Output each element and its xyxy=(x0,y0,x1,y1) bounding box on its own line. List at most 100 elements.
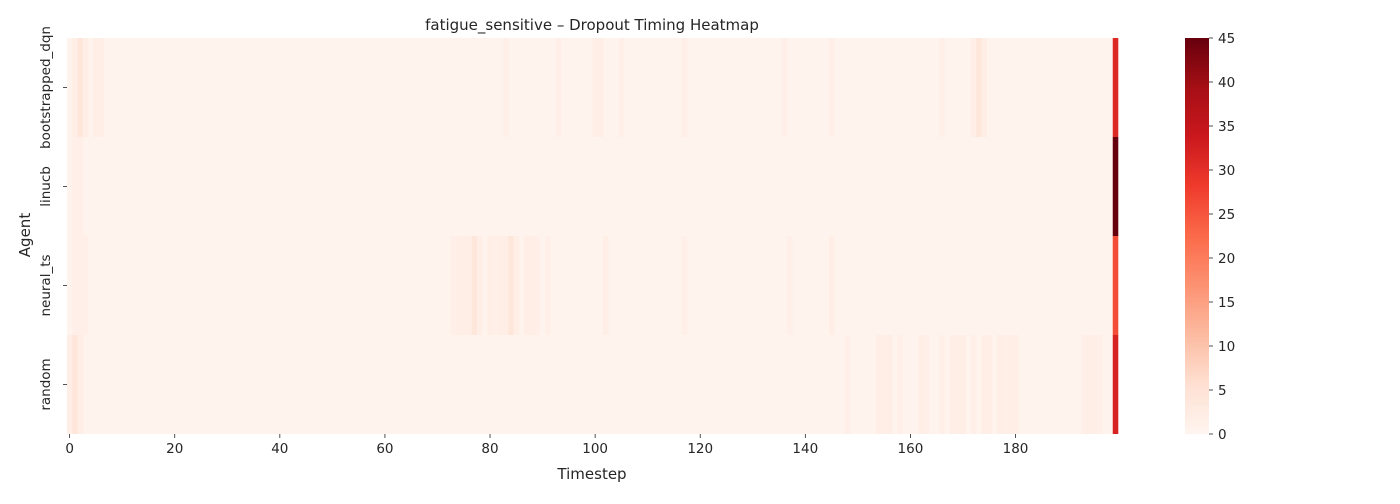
heatmap-cell xyxy=(471,236,478,335)
heatmap-cell xyxy=(681,38,688,137)
heatmap-cell xyxy=(844,335,851,434)
colorbar-tick-label: 0 xyxy=(1218,427,1227,443)
heatmap-cell xyxy=(82,236,89,335)
heatmap-cell xyxy=(1012,335,1019,434)
heatmap-cell xyxy=(970,38,977,137)
heatmap-cell xyxy=(72,38,78,137)
colorbar-tick-label: 10 xyxy=(1218,339,1235,355)
heatmap-cell xyxy=(72,335,78,434)
x-tick-label: 80 xyxy=(481,441,498,457)
heatmap-row-background xyxy=(67,236,1118,335)
heatmap-cell xyxy=(828,38,835,137)
heatmap-cell xyxy=(1086,335,1093,434)
colorbar-ticks: 0 5 10 15 20 25 30 35 40 45 xyxy=(1209,31,1235,443)
heatmap-cell xyxy=(960,335,966,434)
heatmap-cell xyxy=(508,236,514,335)
heatmap-cell xyxy=(1007,335,1014,434)
heatmap-cell xyxy=(555,38,562,137)
heatmap-cell xyxy=(970,335,977,434)
x-tick-label: 0 xyxy=(65,441,74,457)
heatmap-cell xyxy=(1112,137,1119,236)
heatmap-cell xyxy=(77,38,84,137)
x-tick-label: 40 xyxy=(271,441,288,457)
x-tick-label: 60 xyxy=(376,441,393,457)
heatmap-cell xyxy=(828,236,835,335)
heatmap-cell xyxy=(997,335,1003,434)
heatmap-cell xyxy=(949,335,956,434)
x-tick-label: 180 xyxy=(1003,441,1029,457)
chart-title: fatigue_sensitive – Dropout Timing Heatm… xyxy=(425,16,759,35)
heatmap-cell xyxy=(981,335,987,434)
heatmap-cell xyxy=(82,38,89,137)
heatmap-cell xyxy=(77,236,84,335)
heatmap-cell xyxy=(450,236,457,335)
heatmap-cell xyxy=(1081,335,1087,434)
heatmap-cell xyxy=(955,335,961,434)
x-tick-label: 20 xyxy=(166,441,183,457)
heatmap-cell xyxy=(781,38,788,137)
heatmap-cell xyxy=(986,335,993,434)
heatmap-cell xyxy=(455,236,462,335)
y-tick-label: random xyxy=(38,358,54,410)
heatmap-cell xyxy=(1112,236,1119,335)
heatmap-cell xyxy=(529,236,535,335)
heatmap-cell xyxy=(461,236,467,335)
heatmap-cell xyxy=(503,38,509,137)
heatmap-cell xyxy=(98,38,105,137)
x-axis-ticks: 0 20 40 60 80 100 120 140 160 180 xyxy=(65,434,1028,457)
heatmap-cell xyxy=(897,335,903,434)
heatmap-cell xyxy=(77,335,84,434)
colorbar-tick-label: 25 xyxy=(1218,207,1235,223)
heatmap-cell xyxy=(534,236,541,335)
heatmap-cell xyxy=(1112,335,1119,434)
heatmap-cell xyxy=(1096,335,1103,434)
heatmap-cell xyxy=(476,236,483,335)
heatmap-cell xyxy=(618,38,625,137)
colorbar-tick-label: 5 xyxy=(1218,383,1227,399)
heatmap-cell xyxy=(466,236,472,335)
colorbar-tick-label: 30 xyxy=(1218,163,1235,179)
heatmap-cell xyxy=(786,236,793,335)
colorbar-tick-label: 35 xyxy=(1218,119,1235,135)
heatmap-cell xyxy=(923,335,930,434)
y-tick-label: neural_ts xyxy=(38,254,54,316)
heatmap-cell xyxy=(876,335,882,434)
colorbar-tick-label: 40 xyxy=(1218,75,1235,91)
heatmap-cell xyxy=(67,335,73,434)
colorbar-tick-label: 45 xyxy=(1218,31,1235,47)
y-tick-label: bootstrapped_dqn xyxy=(38,26,54,149)
heatmap-cell xyxy=(592,38,599,137)
heatmap-cell xyxy=(513,236,520,335)
heatmap-cell xyxy=(918,335,924,434)
x-axis-label: Timestep xyxy=(556,465,626,483)
heatmap-cell xyxy=(545,236,551,335)
heatmap-cell xyxy=(881,335,888,434)
heatmap-cell xyxy=(886,335,893,434)
x-tick-label: 100 xyxy=(582,441,608,457)
heatmap-cell xyxy=(1002,335,1008,434)
heatmap-cell xyxy=(1112,38,1119,137)
heatmap-cell xyxy=(77,137,84,236)
heatmap-cell xyxy=(93,38,99,137)
heatmap-cell xyxy=(603,236,609,335)
heatmap-cell xyxy=(524,236,530,335)
y-tick-label: linucb xyxy=(38,166,54,207)
heatmap-cell xyxy=(497,236,504,335)
heatmap-cell xyxy=(681,236,688,335)
heatmap-cell xyxy=(503,236,509,335)
heatmap-cell xyxy=(981,38,987,137)
colorbar-tick-label: 15 xyxy=(1218,295,1235,311)
colorbar xyxy=(1185,38,1209,434)
heatmap-cell xyxy=(1091,335,1098,434)
heatmap-row-background xyxy=(67,137,1118,236)
heatmap-cell xyxy=(72,137,78,236)
heatmap-cell xyxy=(939,38,945,137)
heatmap-cell xyxy=(72,236,78,335)
x-tick-label: 120 xyxy=(687,441,713,457)
heatmap-cell xyxy=(487,236,493,335)
heatmap-cell xyxy=(597,38,604,137)
colorbar-tick-label: 20 xyxy=(1218,251,1235,267)
